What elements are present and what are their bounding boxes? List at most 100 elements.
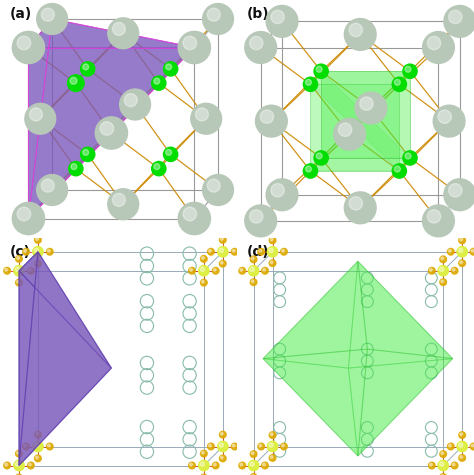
Polygon shape [19,271,111,466]
Circle shape [70,77,77,84]
Circle shape [14,460,24,471]
Circle shape [440,474,447,475]
Circle shape [248,266,259,276]
Polygon shape [28,19,194,219]
Circle shape [201,256,207,262]
Circle shape [41,179,55,192]
Circle shape [12,202,45,235]
Circle shape [471,444,474,447]
Circle shape [429,268,432,271]
Circle shape [212,267,219,274]
Circle shape [263,463,265,466]
Circle shape [270,261,273,264]
Circle shape [250,210,263,223]
Circle shape [46,443,53,450]
Circle shape [459,260,465,266]
Circle shape [459,455,465,461]
Circle shape [460,261,463,264]
Circle shape [422,31,454,64]
Circle shape [12,31,45,64]
Polygon shape [310,158,410,171]
Circle shape [438,110,451,124]
Circle shape [448,444,451,447]
Circle shape [199,266,209,276]
Circle shape [69,162,83,176]
Circle shape [232,249,235,252]
Circle shape [17,280,19,283]
Polygon shape [19,252,111,466]
Circle shape [27,462,34,469]
Circle shape [303,164,318,178]
Circle shape [47,444,50,447]
Circle shape [82,64,89,70]
Polygon shape [28,19,52,219]
Circle shape [270,238,273,241]
Circle shape [35,431,41,438]
Circle shape [201,279,207,286]
Circle shape [220,456,223,459]
Circle shape [16,256,22,262]
Circle shape [15,267,20,272]
Circle shape [444,5,474,38]
Circle shape [183,36,197,50]
Circle shape [231,443,238,450]
Circle shape [239,267,246,274]
Circle shape [338,123,352,136]
Polygon shape [358,261,453,359]
Circle shape [164,147,178,162]
Circle shape [35,260,41,267]
Circle shape [349,23,363,37]
Circle shape [451,267,458,274]
Circle shape [316,66,322,72]
Circle shape [303,77,318,91]
Circle shape [220,432,223,435]
Circle shape [460,456,463,458]
Circle shape [458,443,463,447]
Circle shape [200,462,205,466]
Circle shape [281,443,287,450]
Circle shape [5,463,8,466]
Circle shape [403,64,417,78]
Circle shape [112,22,126,36]
Circle shape [470,248,474,255]
Circle shape [213,463,216,466]
Polygon shape [321,71,410,158]
Circle shape [36,175,67,205]
Circle shape [208,248,214,255]
Circle shape [201,451,204,454]
Circle shape [47,249,50,252]
Circle shape [95,117,128,149]
Circle shape [112,193,126,207]
Circle shape [270,456,273,458]
Circle shape [441,452,444,455]
Circle shape [269,260,276,266]
Circle shape [189,267,195,274]
Circle shape [46,248,53,255]
Polygon shape [310,71,410,171]
Circle shape [219,248,224,253]
Circle shape [34,248,39,253]
Circle shape [201,280,204,283]
Polygon shape [263,359,358,456]
Circle shape [209,444,211,447]
Circle shape [439,267,444,272]
Circle shape [232,444,235,447]
Circle shape [24,444,27,447]
Circle shape [24,249,27,252]
Circle shape [81,62,95,76]
Circle shape [471,249,474,252]
Circle shape [201,256,204,259]
Circle shape [269,237,276,244]
Text: (b): (b) [246,7,269,21]
Circle shape [440,279,447,285]
Circle shape [360,97,373,110]
Circle shape [240,268,243,271]
Circle shape [250,462,255,466]
Circle shape [459,432,465,438]
Circle shape [439,462,444,466]
Circle shape [33,247,43,257]
Circle shape [16,279,22,286]
Circle shape [82,149,89,155]
Circle shape [259,444,262,447]
Circle shape [152,162,166,176]
